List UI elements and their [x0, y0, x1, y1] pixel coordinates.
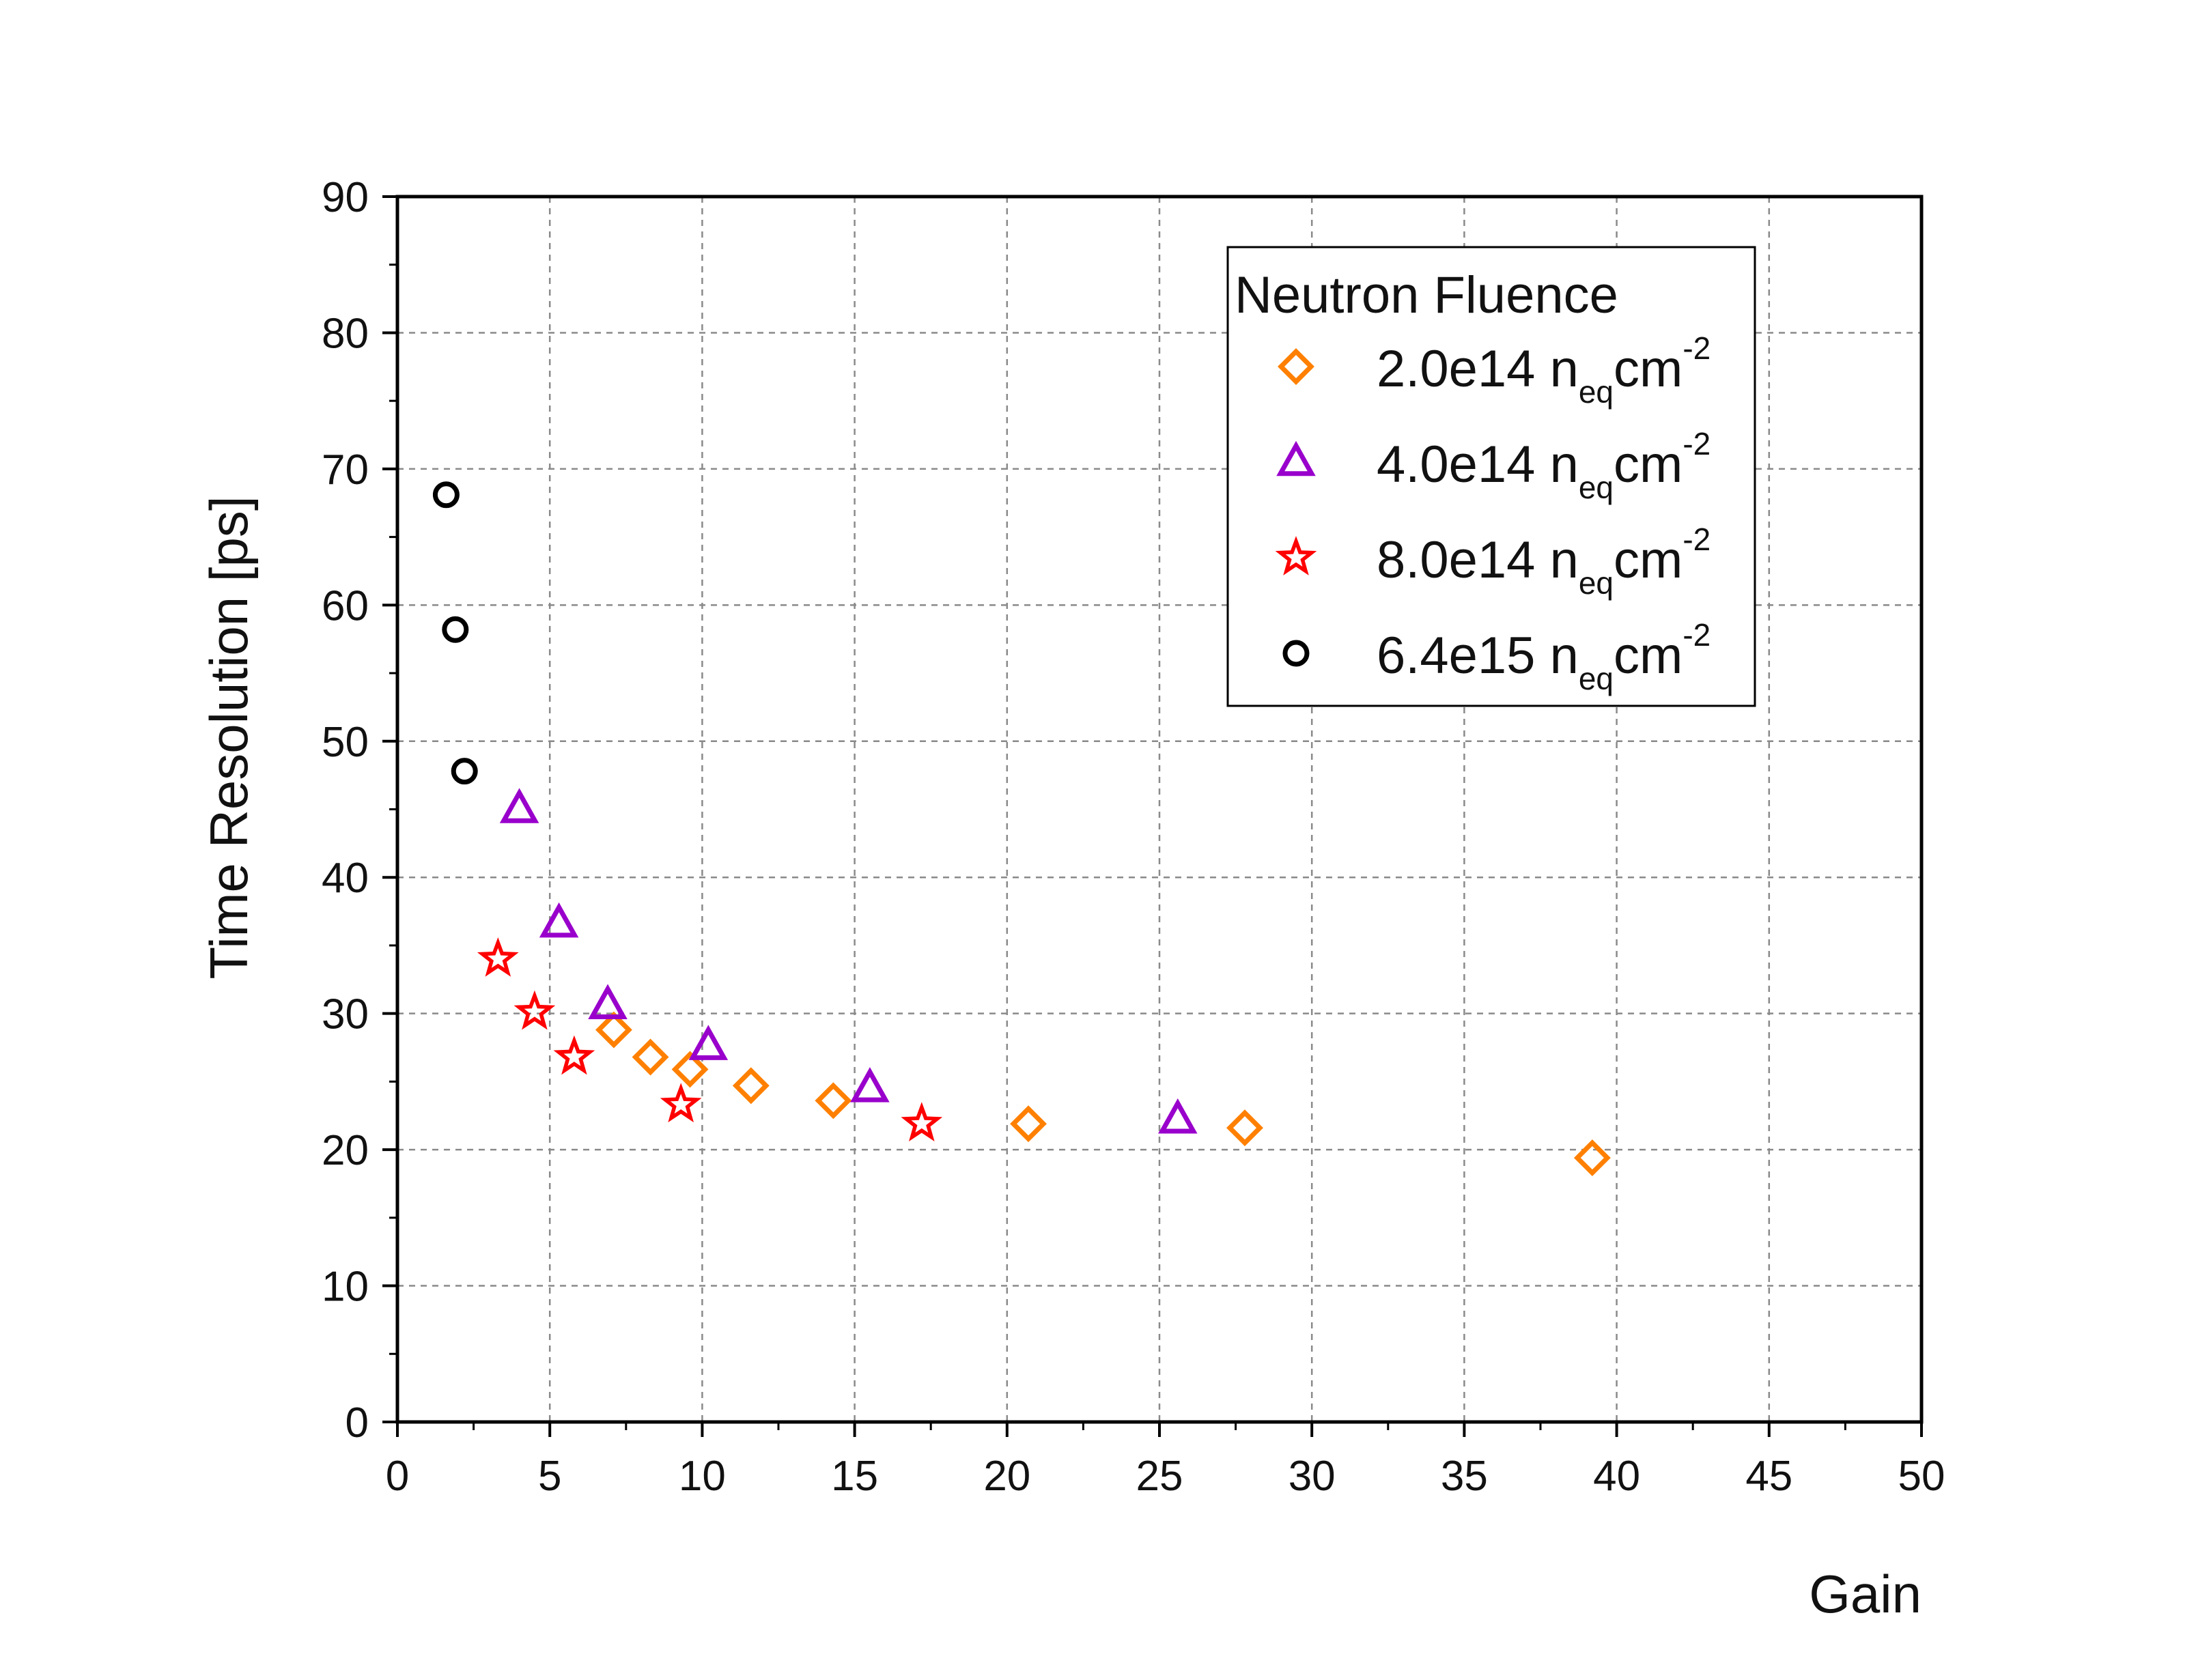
y-tick-label: 80	[322, 310, 369, 357]
x-tick-label: 15	[831, 1453, 878, 1500]
legend-label-unit: cm	[1614, 340, 1683, 398]
data-point	[1010, 1105, 1047, 1143]
legend-label-superscript: -2	[1683, 426, 1711, 461]
data-point	[451, 758, 478, 785]
data-point	[553, 1035, 595, 1075]
data-point	[732, 1067, 770, 1105]
data-point	[632, 1038, 669, 1076]
y-tick-label: 50	[322, 719, 369, 766]
legend-entry: 6.4e15 neqcm-2	[1282, 617, 1711, 696]
legend-label-subscript: eq	[1579, 470, 1614, 505]
data-point	[1226, 1109, 1263, 1147]
legend-label-superscript: -2	[1683, 522, 1711, 557]
legend-entry: 8.0e14 neqcm-2	[1275, 522, 1711, 601]
x-tick-label: 40	[1593, 1453, 1640, 1500]
data-point	[1573, 1139, 1611, 1177]
series-3	[477, 937, 943, 1142]
y-axis-title: Time Resolution [ps]	[199, 496, 259, 979]
plot-frame	[395, 195, 1924, 1424]
data-point	[513, 990, 556, 1030]
y-tick-label: 10	[322, 1264, 369, 1311]
legend-marker	[1282, 640, 1310, 667]
x-tick-label: 5	[538, 1453, 561, 1500]
y-tick-label: 30	[322, 991, 369, 1038]
y-tick-label: 90	[322, 174, 369, 221]
y-tick-label: 20	[322, 1127, 369, 1174]
legend-label-main: 6.4e15 n	[1377, 627, 1579, 685]
legend-label-main: 8.0e14 n	[1377, 531, 1579, 589]
x-tick-label: 0	[386, 1453, 409, 1500]
legend-label-superscript: -2	[1683, 330, 1711, 366]
x-tick-label: 35	[1441, 1453, 1488, 1500]
legend-label: 8.0e14 neqcm-2	[1377, 522, 1711, 601]
legend-entry: 2.0e14 neqcm-2	[1278, 330, 1711, 410]
legend-label-subscript: eq	[1579, 374, 1614, 410]
legend-marker	[1278, 348, 1314, 385]
legend-label-subscript: eq	[1579, 565, 1614, 601]
series-2	[499, 788, 1198, 1134]
data-point	[588, 984, 628, 1019]
legend-box	[1226, 246, 1756, 707]
legend-marker	[1276, 440, 1316, 476]
x-tick-label: 20	[983, 1453, 1030, 1500]
data-point	[432, 481, 460, 509]
data-point	[595, 1011, 632, 1049]
data-point	[671, 1051, 709, 1088]
x-tick-labels: 0 5 10 15 20 25 30 35 40 45 50	[386, 1453, 1945, 1500]
x-tick-label: 30	[1289, 1453, 1336, 1500]
data-point	[850, 1067, 890, 1102]
x-axis-title: Gain	[1809, 1564, 1922, 1624]
data-point	[442, 616, 469, 643]
legend-entries: 2.0e14 neqcm-24.0e14 neqcm-28.0e14 neqcm…	[1275, 330, 1711, 696]
y-tick-label: 60	[322, 582, 369, 629]
data-point	[660, 1083, 702, 1123]
data-point	[688, 1025, 729, 1060]
legend-label-unit: cm	[1614, 627, 1683, 685]
data-points	[432, 481, 1611, 1177]
y-tick-label: 0	[346, 1399, 369, 1447]
y-tick-label: 70	[322, 446, 369, 494]
legend-label-superscript: -2	[1683, 617, 1711, 653]
series-1	[595, 1011, 1611, 1177]
legend-label: 4.0e14 neqcm-2	[1377, 426, 1711, 505]
legend-label-unit: cm	[1614, 436, 1683, 494]
x-tick-label: 10	[679, 1453, 726, 1500]
y-tick-label: 40	[322, 855, 369, 902]
data-point	[815, 1082, 852, 1120]
x-tick-label: 50	[1898, 1453, 1945, 1500]
legend-label-unit: cm	[1614, 531, 1683, 589]
legend-label-main: 4.0e14 n	[1377, 436, 1579, 494]
y-tick-labels: 0 10 20 30 40 50 60 70 80 90	[322, 174, 369, 1447]
x-tick-label: 45	[1745, 1453, 1792, 1500]
legend-title: Neutron Fluence	[1235, 266, 1618, 324]
legend-label-main: 2.0e14 n	[1377, 340, 1579, 398]
data-point	[499, 788, 539, 823]
x-tick-label: 25	[1136, 1453, 1183, 1500]
legend-marker	[1275, 536, 1317, 575]
data-point	[901, 1102, 943, 1142]
major-ticks	[382, 195, 1923, 1437]
series-4	[432, 481, 478, 785]
legend-label: 6.4e15 neqcm-2	[1377, 617, 1711, 696]
legend-label: 2.0e14 neqcm-2	[1377, 330, 1711, 410]
legend-entry: 4.0e14 neqcm-2	[1276, 426, 1711, 505]
data-point	[477, 937, 519, 977]
legend: Neutron Fluence 2.0e14 neqcm-24.0e14 neq…	[1226, 246, 1756, 707]
data-point	[539, 902, 579, 938]
legend-label-subscript: eq	[1579, 661, 1614, 696]
data-point	[1158, 1098, 1198, 1134]
